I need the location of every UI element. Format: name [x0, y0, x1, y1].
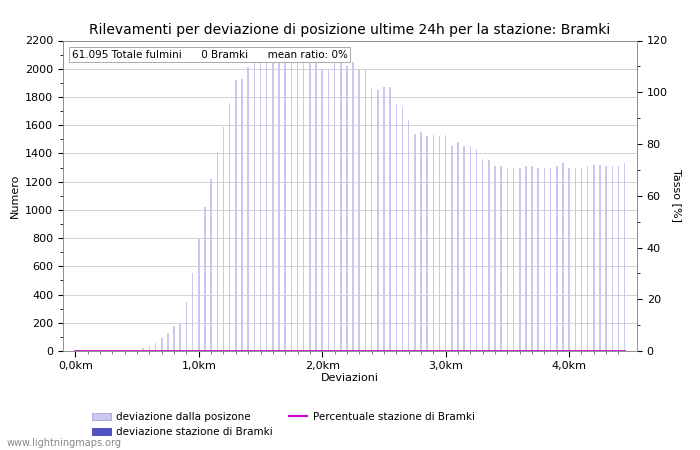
Y-axis label: Numero: Numero — [10, 174, 20, 218]
Bar — [136, 350, 138, 351]
Legend: deviazione dalla posizone, deviazione stazione di Bramki, Percentuale stazione d: deviazione dalla posizone, deviazione st… — [89, 409, 477, 440]
Bar — [179, 323, 181, 351]
Bar — [192, 273, 193, 351]
Bar — [488, 161, 489, 351]
Bar — [420, 132, 421, 351]
Bar — [241, 79, 243, 351]
Bar — [494, 166, 496, 351]
Bar — [612, 166, 613, 351]
Bar — [284, 58, 286, 351]
Bar — [290, 60, 292, 351]
Bar — [395, 104, 397, 351]
Bar — [371, 89, 372, 351]
Bar — [358, 69, 360, 351]
Bar — [148, 346, 150, 351]
Bar — [216, 152, 218, 351]
Bar — [556, 166, 557, 351]
Bar — [606, 166, 607, 351]
Bar — [599, 165, 601, 351]
Bar — [253, 63, 255, 351]
Bar — [346, 66, 348, 351]
Bar — [198, 238, 200, 351]
Y-axis label: Tasso [%]: Tasso [%] — [672, 169, 682, 222]
Bar — [383, 87, 385, 351]
Bar — [260, 60, 261, 351]
Bar — [377, 90, 379, 351]
Bar — [186, 302, 187, 351]
Bar — [247, 68, 249, 351]
Bar — [451, 146, 453, 351]
Bar — [575, 167, 576, 351]
Bar — [513, 167, 514, 351]
Bar — [519, 167, 521, 351]
Bar — [439, 136, 440, 351]
Bar — [365, 69, 366, 351]
Bar — [617, 166, 620, 351]
Bar — [550, 167, 552, 351]
Bar — [433, 135, 434, 351]
Bar — [482, 159, 484, 351]
Bar — [389, 87, 391, 351]
Bar — [340, 63, 342, 351]
Bar — [538, 167, 539, 351]
Bar — [161, 338, 162, 351]
Bar — [352, 62, 354, 351]
Bar — [235, 80, 237, 351]
Bar — [581, 167, 582, 351]
Bar — [408, 120, 409, 351]
Bar — [223, 126, 224, 351]
Text: 61.095 Totale fulmini      0 Bramki      mean ratio: 0%: 61.095 Totale fulmini 0 Bramki mean rati… — [71, 50, 347, 60]
Bar — [525, 166, 526, 351]
Bar — [211, 179, 212, 351]
Bar — [624, 163, 625, 351]
Bar — [229, 103, 230, 351]
Bar — [143, 348, 144, 351]
Bar — [303, 63, 304, 351]
Bar — [402, 107, 403, 351]
Bar — [426, 136, 428, 351]
Text: www.lightningmaps.org: www.lightningmaps.org — [7, 438, 122, 448]
Bar — [334, 63, 335, 351]
Bar — [463, 146, 465, 351]
Bar — [266, 58, 267, 351]
Bar — [297, 62, 298, 351]
Bar — [531, 166, 533, 351]
Bar — [500, 166, 502, 351]
Bar — [593, 166, 594, 351]
Bar — [279, 56, 280, 351]
Bar — [155, 343, 156, 351]
Bar — [568, 167, 570, 351]
Bar — [544, 167, 545, 351]
Bar — [167, 333, 169, 351]
Bar — [130, 350, 132, 351]
Bar — [507, 167, 508, 351]
Bar — [470, 146, 471, 351]
Bar — [414, 134, 416, 351]
Title: Rilevamenti per deviazione di posizione ultime 24h per la stazione: Bramki: Rilevamenti per deviazione di posizione … — [90, 22, 610, 36]
Bar — [272, 54, 274, 351]
Bar — [174, 326, 175, 351]
Bar — [321, 69, 323, 351]
Bar — [587, 166, 589, 351]
Bar — [315, 62, 317, 351]
Bar — [328, 69, 329, 351]
Bar — [457, 142, 458, 351]
Bar — [476, 149, 477, 351]
X-axis label: Deviazioni: Deviazioni — [321, 373, 379, 383]
Bar — [562, 163, 564, 351]
Bar — [204, 207, 206, 351]
Bar — [445, 135, 447, 351]
Bar — [309, 63, 311, 351]
